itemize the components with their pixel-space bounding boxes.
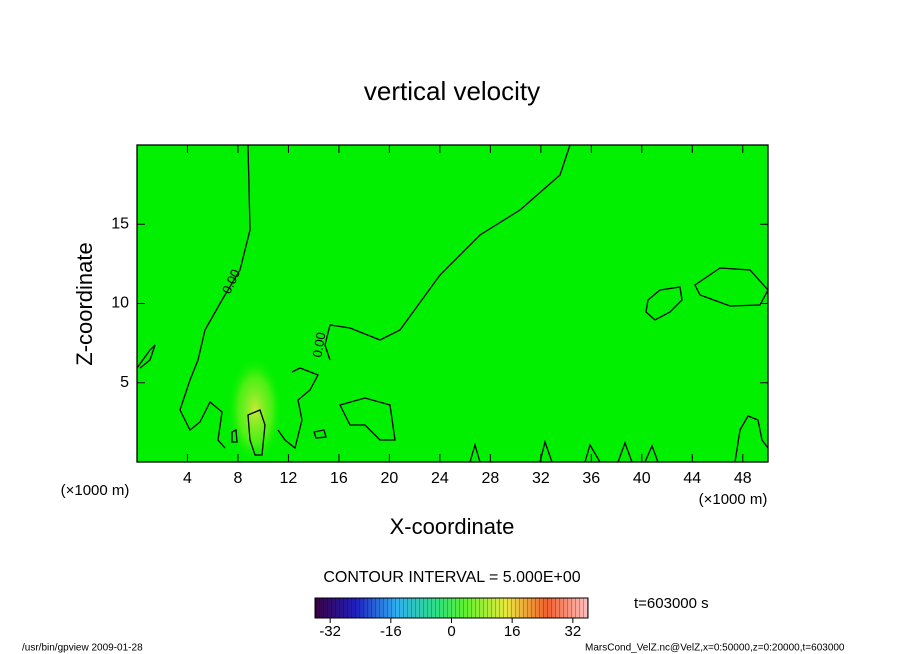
y-tick-label: 15 [111,215,129,232]
y-tick-label: 5 [120,374,129,391]
chart-title: vertical velocity [364,76,540,106]
time-label: t=603000 s [634,595,709,612]
y-unit: (×1000 m) [61,482,130,499]
contour-label: 0.00 [309,331,328,359]
x-tick-label: 12 [280,470,298,487]
footer-right: MarsCond_VelZ.nc@VelZ,x=0:50000,z=0:2000… [585,643,845,654]
x-tick-label: 44 [683,470,701,487]
colorbar-tick-label: -32 [319,623,341,640]
x-tick-label: 16 [330,470,348,487]
x-tick-label: 36 [582,470,600,487]
colorbar-tick-label: -16 [380,623,402,640]
x-tick-label: 8 [234,470,243,487]
x-tick-label: 24 [431,470,449,487]
x-axis-label: X-coordinate [390,514,515,539]
x-tick-label: 28 [481,470,499,487]
footer-left: /usr/bin/gpview 2009-01-28 [22,643,143,654]
colorbar-tick-label: 0 [447,623,455,640]
colorbar-tick-label: 32 [564,623,581,640]
contour-interval: CONTOUR INTERVAL = 5.000E+00 [323,569,580,586]
x-tick-label: 32 [532,470,550,487]
x-tick-label: 48 [734,470,752,487]
x-tick-label: 40 [633,470,651,487]
x-tick-label: 20 [381,470,399,487]
x-unit: (×1000 m) [699,491,768,508]
x-tick-label: 4 [183,470,192,487]
field-shade [227,355,283,465]
colorbar-tick-label: 16 [504,623,521,640]
colorbar-frame [314,597,589,619]
y-axis-label: Z-coordinate [72,242,97,366]
y-tick-label: 10 [111,295,129,312]
contour-lines [136,144,769,463]
